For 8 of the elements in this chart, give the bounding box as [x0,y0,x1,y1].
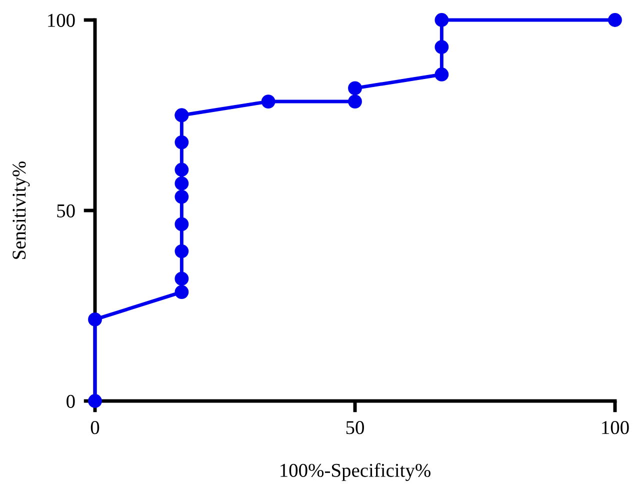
x-tick-label: 50 [346,421,364,434]
y-tick-label: 0 [66,394,75,408]
x-tick-label: 100 [602,421,629,434]
y-tick-label: 100 [48,14,75,27]
x-tick-label: 0 [90,421,100,434]
x-axis-title: 100%-Specificity% [280,463,430,481]
y-axis-title: Sensitivity% [12,161,30,259]
y-tick-label: 50 [57,204,75,218]
